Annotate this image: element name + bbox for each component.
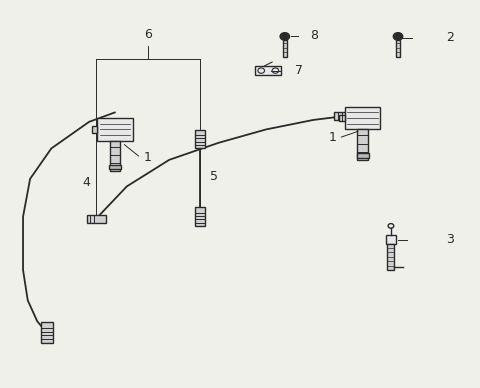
- Text: 7: 7: [295, 64, 303, 78]
- Text: 5: 5: [210, 170, 218, 184]
- Bar: [255, 66, 281, 75]
- Text: 2: 2: [446, 31, 454, 44]
- Bar: [110, 141, 120, 171]
- Bar: [109, 165, 121, 169]
- Bar: [386, 236, 396, 244]
- Bar: [97, 118, 132, 141]
- Bar: [335, 112, 353, 120]
- Text: 1: 1: [144, 151, 151, 165]
- Text: 6: 6: [144, 28, 152, 42]
- Text: 3: 3: [446, 233, 454, 246]
- Bar: [396, 40, 400, 57]
- Text: 1: 1: [329, 130, 336, 144]
- Text: 4: 4: [83, 176, 91, 189]
- Text: 8: 8: [310, 29, 318, 42]
- Circle shape: [393, 33, 403, 40]
- Bar: [357, 153, 369, 158]
- Bar: [345, 107, 380, 130]
- Bar: [41, 322, 52, 343]
- Bar: [358, 130, 368, 160]
- Bar: [92, 126, 97, 133]
- Bar: [87, 215, 106, 223]
- Bar: [194, 207, 205, 226]
- Bar: [194, 130, 205, 148]
- Bar: [387, 244, 395, 270]
- Bar: [283, 40, 287, 57]
- Circle shape: [280, 33, 289, 40]
- Bar: [339, 114, 345, 121]
